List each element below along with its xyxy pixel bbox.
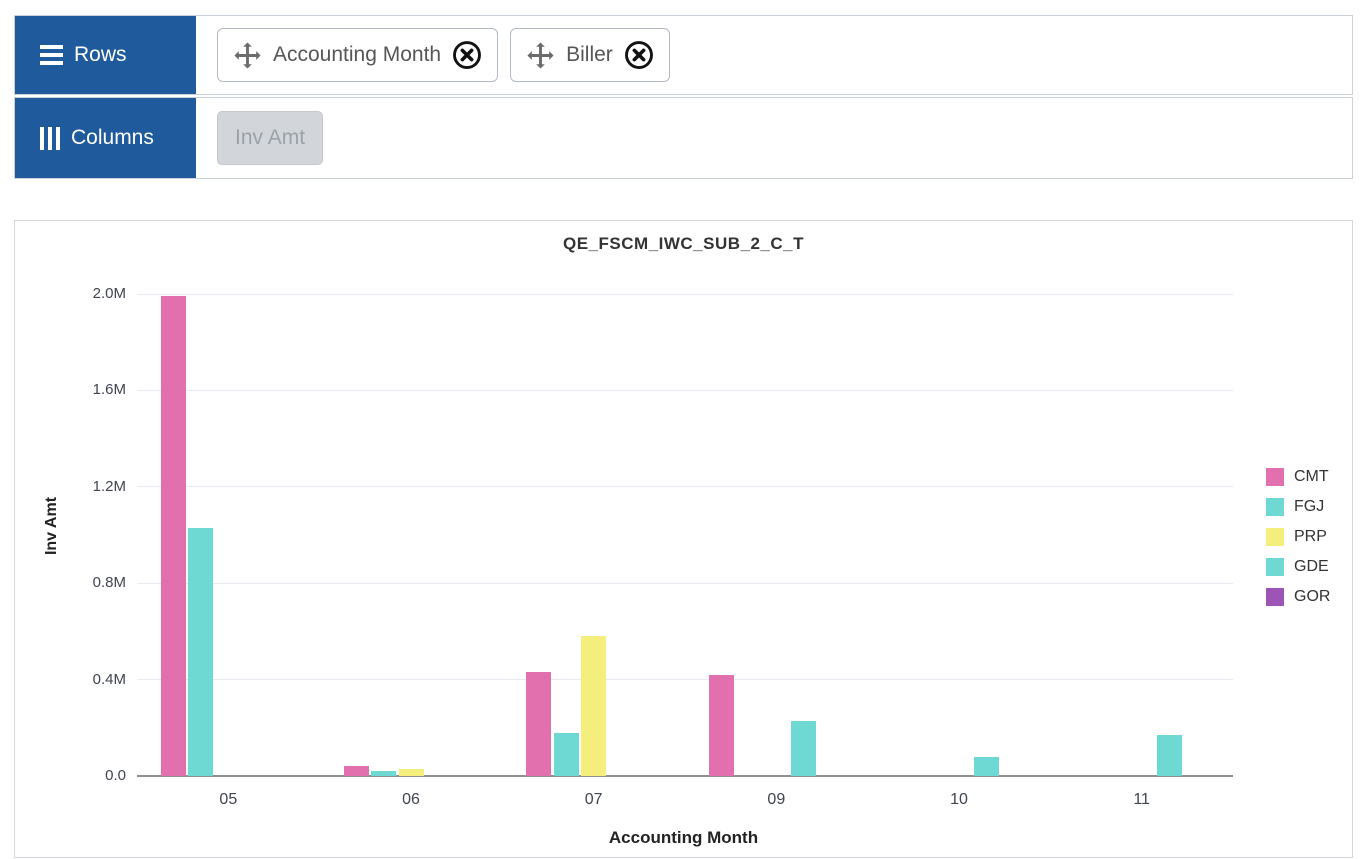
gridline	[137, 389, 1233, 391]
gridline	[137, 293, 1233, 295]
legend-entry-GOR[interactable]: GOR	[1266, 588, 1330, 606]
bar-CMT-07[interactable]	[526, 672, 552, 776]
bar-GDE-10[interactable]	[973, 756, 999, 776]
chart-panel: QE_FSCM_IWC_SUB_2_C_T 0.0 0.4M 0.8M 1.2M 1.6…	[14, 220, 1353, 858]
columns-header: Columns	[15, 98, 196, 178]
y-axis-title: Inv Amt	[43, 496, 61, 556]
gridline	[137, 582, 1233, 584]
y-tick-label: 1.2M	[92, 477, 126, 495]
rows-icon	[40, 45, 63, 65]
bar-PRP-07[interactable]	[581, 636, 607, 776]
bar-FGJ-05[interactable]	[188, 527, 214, 776]
columns-shelf: Columns Inv Amt	[14, 97, 1353, 179]
legend-entry-PRP[interactable]: PRP	[1266, 528, 1330, 546]
remove-field-icon[interactable]	[624, 40, 654, 70]
x-tick-label: 11	[1133, 791, 1150, 808]
legend-swatch	[1266, 588, 1284, 606]
y-tick-label: 0.8M	[92, 574, 126, 592]
field-chip-label: Inv Amt	[235, 126, 306, 149]
bar-CMT-05[interactable]	[161, 296, 187, 776]
bar-PRP-06[interactable]	[398, 768, 424, 776]
columns-icon	[40, 126, 60, 150]
x-tick-label: 05	[219, 791, 238, 808]
y-tick-label: 1.6M	[92, 381, 126, 399]
columns-field-list: Inv Amt	[196, 98, 1352, 178]
field-chip-label: Biller	[566, 43, 613, 66]
legend-label: FGJ	[1294, 498, 1325, 515]
y-tick-label: 0.4M	[92, 670, 126, 688]
gridline	[137, 486, 1233, 488]
gridline	[137, 679, 1233, 681]
legend-swatch	[1266, 468, 1284, 486]
bar-FGJ-06[interactable]	[371, 771, 397, 776]
legend-entry-CMT[interactable]: CMT	[1266, 468, 1330, 486]
legend-label: CMT	[1294, 468, 1329, 485]
y-tick-label: 2.0M	[92, 285, 126, 302]
legend-swatch	[1266, 528, 1284, 546]
x-tick-label: 09	[767, 791, 786, 808]
legend-label: GOR	[1294, 588, 1331, 605]
x-tick-label: 10	[950, 791, 968, 808]
columns-header-label: Columns	[71, 126, 154, 149]
field-chip-label: Accounting Month	[273, 43, 442, 66]
x-tick-label: 07	[584, 791, 603, 808]
move-handle-icon[interactable]	[526, 41, 555, 70]
x-axis-line	[137, 775, 1233, 777]
rows-header-label: Rows	[74, 43, 127, 66]
y-tick-label: 0.0	[105, 767, 126, 784]
legend-swatch	[1266, 498, 1284, 516]
row-field-chip[interactable]: Accounting Month	[217, 28, 499, 82]
remove-field-icon[interactable]	[452, 40, 482, 70]
legend-label: PRP	[1294, 528, 1327, 545]
legend-entry-FGJ[interactable]: FGJ	[1266, 498, 1330, 516]
chart-title: QE_FSCM_IWC_SUB_2_C_T	[562, 234, 804, 253]
bar-CMT-06[interactable]	[343, 766, 369, 776]
move-handle-icon[interactable]	[233, 41, 262, 70]
x-tick-label: 06	[402, 791, 420, 808]
legend-entry-GDE[interactable]: GDE	[1266, 558, 1330, 576]
bar-GDE-09[interactable]	[791, 720, 817, 776]
rows-field-list: Accounting Month Biller	[196, 16, 1352, 94]
bar-FGJ-07[interactable]	[553, 732, 579, 776]
bar-chart: 0.0 0.4M 0.8M 1.2M 1.6M 2.0M 05 06 07 09 10 11	[15, 221, 1352, 857]
rows-shelf: Rows Accounting Month Biller	[14, 15, 1353, 95]
column-field-chip[interactable]: Inv Amt	[217, 111, 324, 165]
legend-swatch	[1266, 558, 1284, 576]
row-field-chip[interactable]: Biller	[510, 28, 670, 82]
legend-label: GDE	[1294, 558, 1329, 575]
bar-CMT-09[interactable]	[709, 674, 735, 776]
chart-legend: CMT FGJ PRP GDE GOR	[1266, 468, 1330, 606]
x-axis-title: Accounting Month	[608, 828, 759, 847]
bar-GDE-11[interactable]	[1156, 735, 1182, 776]
rows-header: Rows	[15, 16, 196, 94]
